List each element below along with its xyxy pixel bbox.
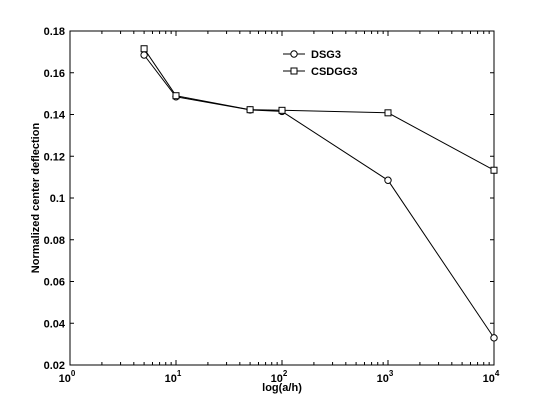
- x-tick-label: 103: [377, 369, 394, 385]
- x-axis-label: log(a/h): [262, 382, 302, 394]
- y-tick-label: 0.08: [44, 235, 65, 247]
- legend-entry: DSG3: [283, 49, 341, 61]
- y-tick-label: 0.16: [44, 68, 65, 80]
- series-line: [143, 48, 495, 171]
- x-tick-label: 104: [483, 369, 500, 385]
- series-square: [140, 45, 498, 174]
- x-tick-label: 100: [59, 369, 76, 385]
- series-line: [143, 54, 495, 339]
- y-tick-label: 0.18: [44, 26, 65, 38]
- data-point-square: [490, 166, 498, 174]
- series-layer: [140, 45, 498, 342]
- legend-label: CSDGG3: [311, 66, 357, 78]
- legend-entry: CSDGG3: [283, 66, 357, 78]
- data-point-circle: [384, 176, 392, 184]
- y-tick-label: 0.02: [44, 360, 65, 372]
- plot-frame: [69, 30, 495, 366]
- legend-label: DSG3: [311, 49, 341, 61]
- y-tick-label: 0.06: [44, 277, 65, 289]
- data-point-square: [278, 106, 286, 114]
- y-tick-label: 0.12: [44, 151, 65, 163]
- data-point-circle: [490, 334, 498, 342]
- y-tick-label: 0.1: [50, 193, 65, 205]
- data-point-square: [246, 106, 254, 114]
- data-point-square: [172, 92, 180, 100]
- legend-marker-circle: [290, 50, 298, 58]
- series-circle: [140, 51, 498, 342]
- legend-marker-square: [290, 67, 298, 75]
- legend: DSG3 CSDGG3: [283, 49, 357, 78]
- axis-ticks: 0.02 0.04 0.06 0.08 0.1 0.12 0.14 0.16 0.18 100 10…: [44, 26, 500, 385]
- data-point-square: [140, 45, 148, 53]
- x-tick-label: 102: [271, 369, 288, 385]
- y-tick-label: 0.14: [44, 110, 66, 122]
- x-tick-label: 101: [165, 369, 182, 385]
- y-tick-label: 0.04: [44, 318, 66, 330]
- y-axis-label: Normalized center deflection: [30, 123, 42, 274]
- data-point-square: [384, 109, 392, 117]
